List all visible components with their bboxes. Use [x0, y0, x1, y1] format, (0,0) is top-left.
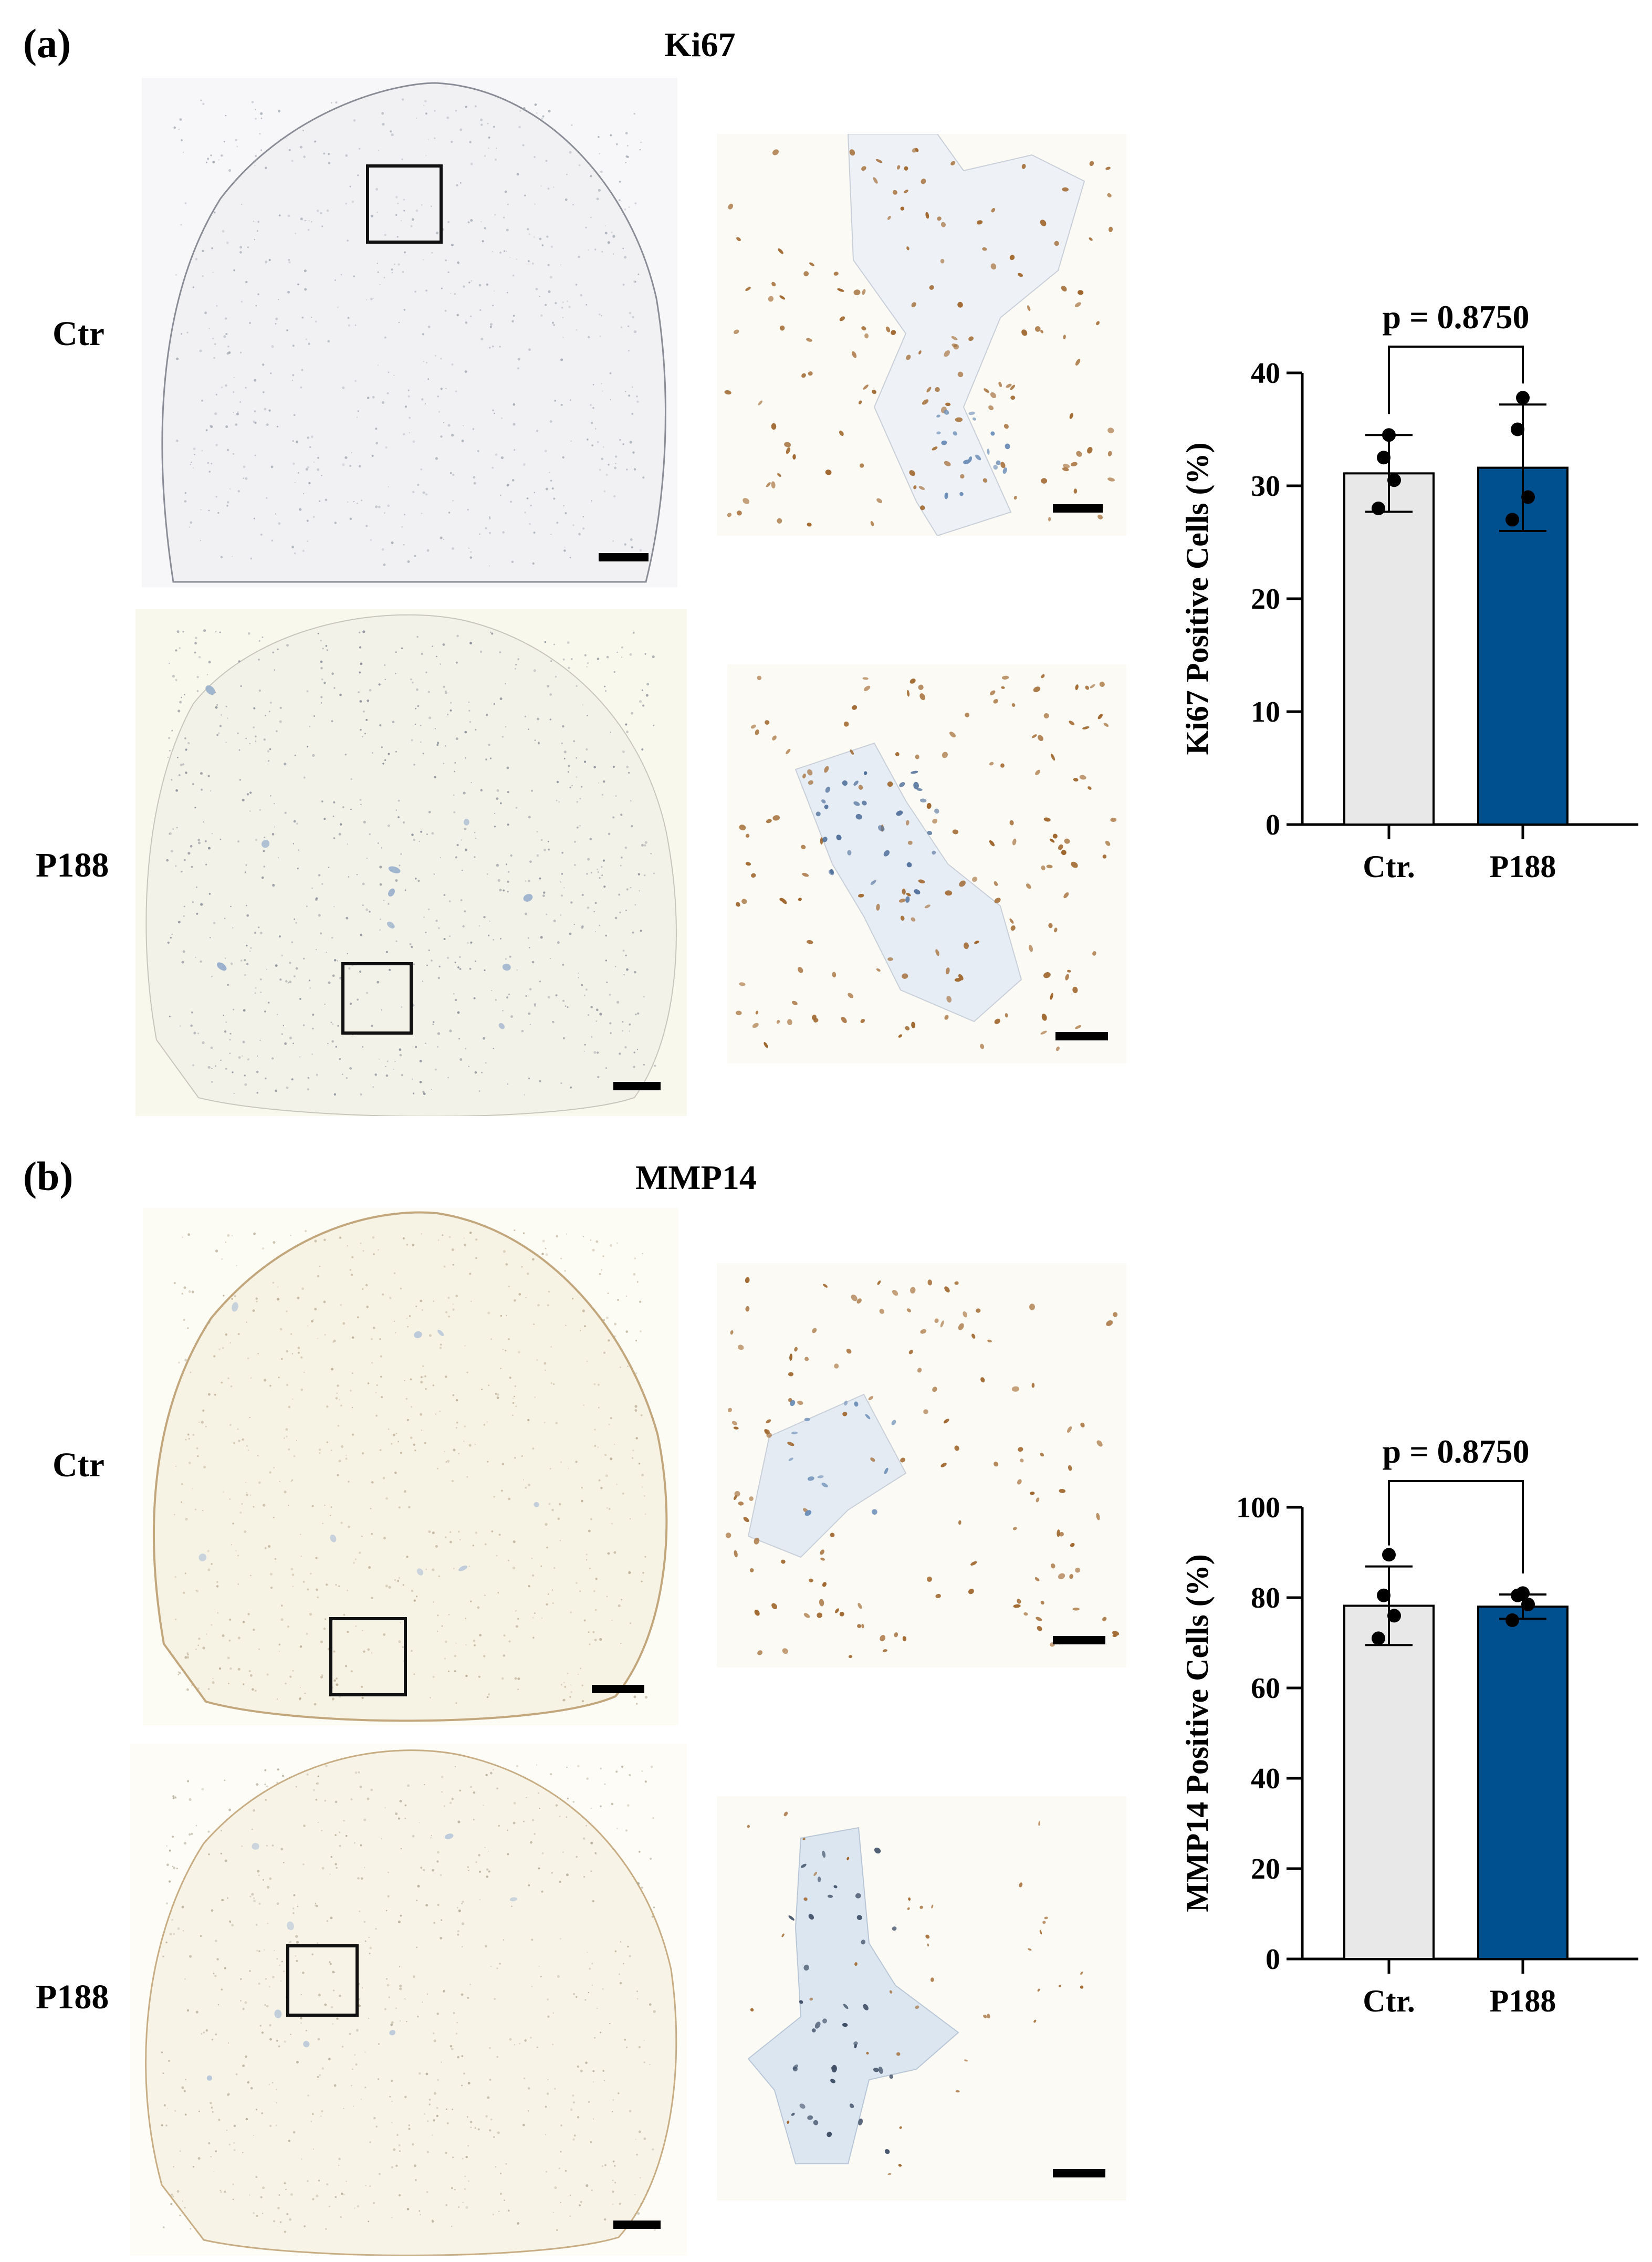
y-tick-label: 80 [1251, 1582, 1280, 1614]
panel-b-row-label-p188: P188 [36, 1978, 109, 2016]
zoom-region-box [366, 164, 443, 244]
data-point [1521, 1597, 1535, 1611]
bar-ctr [1343, 472, 1435, 826]
data-point [1377, 1588, 1390, 1602]
y-tick-label: 40 [1251, 1763, 1280, 1795]
panel-b-letter: (b) [23, 1153, 74, 1199]
data-point [1387, 473, 1401, 487]
scale-bar [599, 553, 649, 561]
data-point [1521, 490, 1535, 504]
panel-b-row-label-ctr: Ctr [53, 1446, 104, 1484]
x-tick-label: P188 [1490, 1984, 1556, 2018]
zoom-region-box [286, 1944, 359, 2017]
panel-a-letter: (a) [23, 20, 71, 66]
scale-bar [613, 2221, 661, 2229]
scale-bar [1053, 2169, 1105, 2177]
bar-ctr [1343, 1604, 1435, 1961]
data-point [1505, 513, 1519, 527]
ki67-ctr-zoom-image [717, 134, 1126, 536]
significance-bracket [1388, 346, 1524, 414]
y-tick-label: 30 [1251, 470, 1280, 503]
data-point [1511, 422, 1524, 436]
x-tick-label: Ctr. [1363, 1984, 1415, 2018]
data-point [1372, 502, 1385, 515]
significance-bracket [1388, 1480, 1524, 1573]
data-point [1382, 428, 1396, 442]
scale-bar [1053, 1636, 1105, 1644]
mmp14-ctr-overview-image [143, 1208, 678, 1725]
mmp14-p188-zoom-image [717, 1796, 1126, 2201]
y-tick-label: 10 [1251, 696, 1280, 728]
data-point [1372, 1631, 1385, 1645]
y-tick-label: 20 [1251, 583, 1280, 616]
y-axis-label: MMP14 Positive Cells (%) [1180, 1554, 1215, 1912]
mmp14-p188-overview-image [130, 1744, 687, 2256]
p-value-annotation: p = 0.8750 [1382, 1433, 1529, 1470]
ki67-ctr-overview-image [142, 78, 677, 587]
panel-a-row-label-ctr: Ctr [53, 315, 104, 353]
y-axis-label: Ki67 Positive Cells (%) [1180, 443, 1215, 755]
data-point [1505, 1613, 1519, 1627]
zoom-region-box [341, 962, 413, 1035]
data-point [1387, 1609, 1401, 1623]
y-tick-label: 0 [1266, 1943, 1280, 1976]
data-point [1377, 451, 1390, 465]
x-tick-label: Ctr. [1363, 849, 1415, 884]
y-tick-label: 0 [1266, 809, 1280, 841]
panel-a-title: Ki67 [664, 26, 736, 64]
mmp14-bar-chart: MMP14 Positive Cells (%) 0 20 40 60 80 100 Ctr.… [1180, 1418, 1644, 2059]
data-point [1516, 391, 1530, 405]
ki67-bar-chart: Ki67 Positive Cells (%) 0 10 20 30 40 Ctr. P188… [1180, 284, 1644, 924]
mmp14-ctr-zoom-image [717, 1263, 1126, 1667]
panel-a-row-label-p188: P188 [36, 846, 109, 884]
scale-bar [592, 1685, 644, 1693]
y-tick-label: 60 [1251, 1672, 1280, 1705]
y-tick-label: 40 [1251, 357, 1280, 390]
data-point [1382, 1548, 1396, 1562]
x-tick-label: P188 [1490, 849, 1556, 884]
panel-b-title: MMP14 [635, 1159, 757, 1197]
y-tick-label: 20 [1251, 1853, 1280, 1885]
scale-bar [1053, 504, 1103, 513]
ki67-p188-zoom-image [727, 664, 1126, 1064]
p-value-annotation: p = 0.8750 [1382, 298, 1529, 336]
bar-p188 [1477, 1606, 1569, 1960]
zoom-region-box [329, 1617, 407, 1696]
ki67-ctr-speckles [173, 98, 645, 567]
data-point [1511, 1588, 1524, 1602]
ki67-p188-overview-image [135, 609, 687, 1116]
scale-bar [613, 1082, 661, 1090]
y-tick-label: 100 [1236, 1492, 1280, 1524]
scale-bar [1055, 1032, 1108, 1040]
